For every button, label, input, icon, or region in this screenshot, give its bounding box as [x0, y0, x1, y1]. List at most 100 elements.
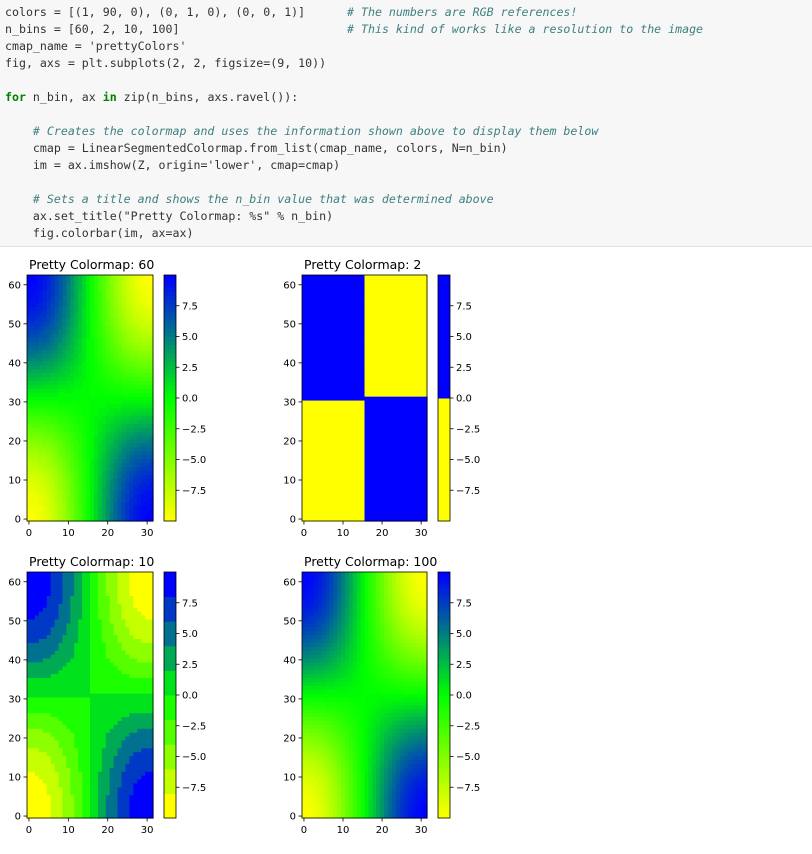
- heatmap-cell: [314, 404, 319, 409]
- heatmap-cell: [43, 756, 48, 761]
- heatmap-cell: [110, 380, 115, 385]
- heatmap-cell: [43, 490, 48, 495]
- heatmap-cell: [62, 767, 67, 772]
- heatmap-cell: [396, 466, 401, 471]
- heatmap-cell: [35, 396, 40, 401]
- heatmap-cell: [325, 318, 330, 323]
- heatmap-cell: [106, 756, 111, 761]
- heatmap-cell: [302, 318, 307, 323]
- heatmap-cell: [392, 455, 397, 460]
- heatmap-cell: [59, 275, 64, 280]
- heatmap-cell: [384, 283, 389, 288]
- heatmap-cell: [318, 369, 323, 374]
- heatmap-cell: [59, 748, 64, 753]
- heatmap-cell: [102, 400, 107, 405]
- heatmap-cell: [333, 443, 338, 448]
- heatmap-cell: [62, 451, 67, 456]
- y-tick-label: 0: [290, 515, 296, 526]
- heatmap-cell: [82, 318, 87, 323]
- heatmap-cell: [365, 509, 370, 514]
- heatmap-cell: [372, 509, 377, 514]
- heatmap-cell: [407, 349, 412, 354]
- heatmap-cell: [102, 287, 107, 292]
- heatmap-cell: [66, 466, 71, 471]
- heatmap-cell: [137, 787, 142, 792]
- heatmap-cell: [129, 373, 134, 378]
- heatmap-cell: [78, 361, 83, 366]
- heatmap-cell: [106, 427, 111, 432]
- heatmap-cell: [62, 501, 67, 506]
- heatmap-cell: [133, 400, 138, 405]
- heatmap-cell: [310, 377, 315, 382]
- heatmap-cell: [329, 455, 334, 460]
- heatmap-cell: [376, 275, 381, 280]
- heatmap-cell: [322, 455, 327, 460]
- heatmap-cell: [114, 295, 119, 300]
- heatmap-cell: [137, 318, 142, 323]
- heatmap-cell: [122, 771, 127, 776]
- heatmap-cell: [310, 279, 315, 284]
- heatmap-cell: [98, 494, 103, 499]
- heatmap-cell: [98, 353, 103, 358]
- heatmap-cell: [306, 275, 311, 280]
- heatmap-cell: [376, 416, 381, 421]
- heatmap-cell: [114, 767, 119, 772]
- heatmap-cell: [407, 412, 412, 417]
- heatmap-cell: [388, 291, 393, 296]
- heatmap-cell: [122, 791, 127, 796]
- heatmap-cell: [376, 337, 381, 342]
- heatmap-cell: [86, 357, 91, 362]
- heatmap-cell: [102, 357, 107, 362]
- heatmap-cell: [55, 431, 60, 436]
- heatmap-cell: [62, 373, 67, 378]
- heatmap-cell: [122, 404, 127, 409]
- heatmap-cell: [78, 752, 83, 757]
- heatmap-cell: [400, 302, 405, 307]
- heatmap-cell: [137, 295, 142, 300]
- heatmap-cell: [333, 326, 338, 331]
- heatmap-cell: [353, 404, 358, 409]
- heatmap-cell: [86, 482, 91, 487]
- heatmap-cell: [345, 400, 350, 405]
- heatmap-cell: [396, 505, 401, 510]
- colorbar-1: 7.55.02.50.0−2.5−5.0−7.5: [164, 275, 206, 522]
- heatmap-cell: [98, 775, 103, 780]
- heatmap-cell: [415, 400, 420, 405]
- heatmap-cell: [337, 474, 342, 479]
- heatmap-cell: [114, 455, 119, 460]
- heatmap-cell: [341, 396, 346, 401]
- code-editor[interactable]: colors = [(1, 90, 0), (0, 1, 0), (0, 0, …: [0, 0, 812, 242]
- heatmap-cell: [372, 462, 377, 467]
- heatmap-cell: [86, 756, 91, 761]
- heatmap-cell: [337, 326, 342, 331]
- heatmap-cell: [39, 361, 44, 366]
- heatmap-cell: [70, 431, 75, 436]
- heatmap-cell: [322, 295, 327, 300]
- heatmap-cell: [380, 505, 385, 510]
- heatmap-cell: [415, 447, 420, 452]
- heatmap-cell: [55, 341, 60, 346]
- heatmap-cell: [341, 439, 346, 444]
- heatmap-cell: [411, 318, 416, 323]
- heatmap-cell: [357, 291, 362, 296]
- heatmap-cell: [43, 787, 48, 792]
- heatmap-cell: [43, 404, 48, 409]
- heatmap-cell: [314, 306, 319, 311]
- heatmap-cell: [51, 763, 56, 768]
- heatmap-cell: [407, 369, 412, 374]
- heatmap-cell: [78, 783, 83, 788]
- heatmap-cell: [404, 408, 409, 413]
- heatmap-cell: [43, 322, 48, 327]
- heatmap-cell: [337, 295, 342, 300]
- heatmap-cell: [329, 412, 334, 417]
- heatmap-cell: [411, 423, 416, 428]
- code-cell[interactable]: colors = [(1, 90, 0), (0, 1, 0), (0, 0, …: [0, 0, 812, 247]
- heatmap-cell: [125, 392, 130, 397]
- heatmap-cell: [43, 505, 48, 510]
- heatmap-cell: [322, 505, 327, 510]
- heatmap-cell: [314, 275, 319, 280]
- heatmap-cell: [322, 306, 327, 311]
- heatmap-cell: [129, 431, 134, 436]
- heatmap-cell: [141, 462, 146, 467]
- heatmap-cell: [404, 295, 409, 300]
